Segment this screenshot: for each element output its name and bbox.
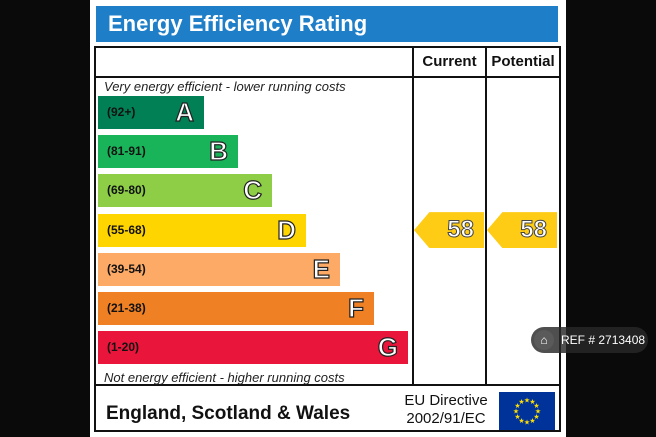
eu-directive-line1: EU Directive [404,392,488,409]
reference-number: REF # 2713408 [561,333,646,347]
eu-star: ★ [533,413,539,421]
band-letter: E [312,253,331,284]
header-divider [96,76,559,78]
band-c: (69-80) C [98,174,272,208]
chart-title: Energy Efficiency Rating [96,6,558,42]
epc-chart: Energy Efficiency Rating Current Potenti… [90,0,566,437]
region-label: England, Scotland & Wales [106,403,351,424]
rating-frame: Current Potential Very energy efficient … [94,46,561,432]
band-letter: G [377,332,398,363]
band-f: (21-38) F [98,292,374,325]
reference-badge: ⌂ REF # 2713408 [531,327,648,353]
eu-star: ★ [529,398,535,406]
band-range-label: (21-38) [107,301,146,315]
band-letter: D [277,214,297,245]
eu-star: ★ [514,413,520,421]
eu-star: ★ [513,408,519,416]
eu-directive-line2: 2002/91/EC [406,410,486,427]
current-rating-arrow: 58 [414,212,484,249]
eu-flag-icon: ★ ★ ★ ★ ★ ★ ★ ★ ★ ★ ★ ★ [499,392,555,430]
band-range-label: (1-20) [107,340,140,355]
potential-column-header: Potential [491,53,555,70]
footer-divider [96,384,559,386]
eu-star: ★ [535,408,541,416]
band-letter: F [348,292,365,323]
eu-star: ★ [518,417,524,425]
eu-star: ★ [524,419,530,427]
band-letter: A [175,96,195,127]
divider-potential [485,48,487,386]
band-range-label: (69-80) [107,183,146,198]
bottom-caption: Not energy efficient - higher running co… [104,370,345,385]
band-range-label: (81-91) [107,144,146,159]
eu-star: ★ [533,402,539,410]
eu-star: ★ [529,417,535,425]
band-letter: B [209,136,229,167]
eu-directive: EU Directive 2002/91/EC [396,392,496,428]
eu-star: ★ [524,397,530,405]
band-d: (55-68) D [98,213,306,247]
band-a: (92+) A [98,96,204,129]
band-b: (81-91) B [98,135,238,169]
band-range-label: (55-68) [107,222,146,237]
eu-star: ★ [514,402,520,410]
potential-rating-arrow: 58 [487,212,557,249]
band-letter: C [243,175,263,206]
divider-current [412,48,414,386]
band-e: (39-54) E [98,252,340,286]
band-g: (1-20) G [98,331,408,365]
current-column-header: Current [422,53,477,70]
potential-rating-value: 58 [520,216,548,244]
top-caption: Very energy efficient - lower running co… [104,79,346,94]
home-icon: ⌂ [534,330,554,350]
band-range-label: (39-54) [107,261,146,276]
band-range-label: (92+) [107,105,136,119]
eu-star: ★ [518,398,524,406]
current-rating-value: 58 [447,216,475,244]
